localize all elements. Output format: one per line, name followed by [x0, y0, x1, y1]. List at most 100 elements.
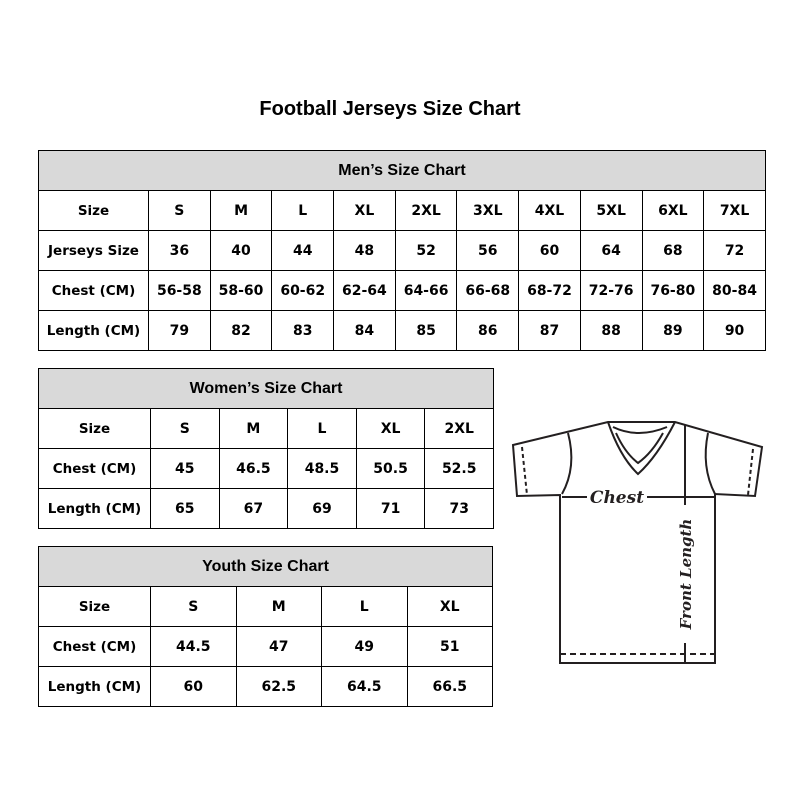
table-cell: 40 [209, 230, 273, 271]
youth-size-table: Youth Size Chart Size S M L XL Chest (CM) 44.5 4… [37, 546, 494, 707]
table-cell: L [287, 408, 357, 449]
table-cell: 66-68 [456, 270, 520, 311]
row-label: Chest (CM) [38, 626, 151, 667]
table-cell: 47 [235, 626, 322, 667]
table-cell: XL [406, 586, 494, 627]
table-cell: M [209, 190, 273, 231]
table-cell: 4XL [518, 190, 581, 231]
table-cell: 73 [424, 488, 495, 529]
table-cell: XL [333, 190, 396, 231]
table-cell: 62-64 [333, 270, 396, 311]
table-cell: 65 [150, 488, 220, 529]
page-title: Football Jerseys Size Chart [259, 98, 521, 120]
row-label: Size [38, 586, 151, 627]
table-cell: 56-58 [148, 270, 211, 311]
table-cell: 56 [456, 230, 520, 271]
table-row: Size S M L XL [38, 586, 494, 627]
table-cell: 64 [579, 230, 643, 271]
table-cell: 85 [394, 310, 458, 351]
table-cell: 62.5 [235, 666, 322, 707]
table-cell: 88 [579, 310, 643, 351]
chest-label: Chest [590, 488, 644, 508]
table-cell: 49 [321, 626, 408, 667]
jersey-outline [511, 421, 764, 664]
row-label: Length (CM) [38, 310, 149, 351]
table-cell: 52.5 [424, 448, 495, 489]
table-cell: S [150, 586, 237, 627]
table-cell: 72 [703, 230, 766, 271]
table-cell: 50.5 [355, 448, 426, 489]
table-cell: 79 [148, 310, 211, 351]
table-cell: 68-72 [518, 270, 581, 311]
table-cell: 72-76 [579, 270, 643, 311]
jersey-diagram: Chest Front Length [511, 421, 764, 664]
table-row: Length (CM) 65 67 69 71 73 [38, 488, 495, 529]
table-cell: 76-80 [641, 270, 705, 311]
table-cell: 36 [148, 230, 211, 271]
table-cell: 84 [333, 310, 396, 351]
table-cell: 45 [150, 448, 220, 489]
table-cell: 68 [641, 230, 705, 271]
table-row: Length (CM) 79 82 83 84 85 86 87 88 89 90 [38, 310, 766, 351]
table-cell: 89 [641, 310, 705, 351]
table-cell: 60 [150, 666, 237, 707]
table-cell: M [235, 586, 322, 627]
table-row: Chest (CM) 45 46.5 48.5 50.5 52.5 [38, 448, 495, 489]
row-label: Length (CM) [38, 488, 151, 529]
left-sleeve-stitch [521, 446, 528, 496]
table-cell: 44 [271, 230, 335, 271]
table-cell: 7XL [703, 190, 766, 231]
table-cell: 44.5 [150, 626, 237, 667]
right-armhole [704, 432, 716, 495]
table-cell: 2XL [394, 190, 458, 231]
table-cell: 90 [703, 310, 766, 351]
table-cell: 3XL [456, 190, 520, 231]
table-heading: Youth Size Chart [37, 546, 494, 587]
row-label: Jerseys Size [38, 230, 149, 271]
neck-outer [607, 421, 676, 476]
table-heading: Women’s Size Chart [37, 368, 495, 409]
table-cell: M [218, 408, 289, 449]
table-cell: 82 [209, 310, 273, 351]
table-cell: S [150, 408, 220, 449]
table-cell: 6XL [641, 190, 705, 231]
table-cell: 87 [518, 310, 581, 351]
table-cell: 2XL [424, 408, 495, 449]
table-cell: 51 [406, 626, 494, 667]
row-label: Size [38, 408, 151, 449]
womens-size-table: Women’s Size Chart Size S M L XL 2XL Chest (CM)… [37, 368, 495, 529]
table-row: Size S M L XL 2XL 3XL 4XL 5XL 6XL 7XL [38, 190, 766, 231]
row-label: Chest (CM) [38, 448, 151, 489]
table-cell: 67 [218, 488, 289, 529]
table-cell: 52 [394, 230, 458, 271]
table-cell: 64.5 [321, 666, 408, 707]
table-row: Length (CM) 60 62.5 64.5 66.5 [38, 666, 494, 707]
table-cell: 66.5 [406, 666, 494, 707]
table-cell: 5XL [579, 190, 643, 231]
table-row: Chest (CM) 56-58 58-60 60-62 62-64 64-66 66-68… [38, 270, 766, 311]
table-cell: XL [355, 408, 426, 449]
neck-inner [612, 426, 668, 465]
row-label: Length (CM) [38, 666, 151, 707]
table-cell: S [148, 190, 211, 231]
table-cell: 60-62 [271, 270, 335, 311]
right-sleeve-stitch [747, 448, 754, 496]
table-row: Size S M L XL 2XL [38, 408, 495, 449]
table-cell: 48 [333, 230, 396, 271]
row-label: Size [38, 190, 149, 231]
table-row: Chest (CM) 44.5 47 49 51 [38, 626, 494, 667]
table-cell: 80-84 [703, 270, 766, 311]
table-cell: L [271, 190, 335, 231]
table-heading: Men’s Size Chart [38, 150, 766, 191]
mens-size-table: Men’s Size Chart Size S M L XL 2XL 3XL 4XL 5XL 6XL… [38, 150, 766, 351]
table-cell: 60 [518, 230, 581, 271]
table-cell: 69 [287, 488, 357, 529]
table-cell: 58-60 [209, 270, 273, 311]
table-cell: 64-66 [394, 270, 458, 311]
table-cell: 71 [355, 488, 426, 529]
table-row: Jerseys Size 36 40 44 48 52 56 60 64 68 72 [38, 230, 766, 271]
row-label: Chest (CM) [38, 270, 149, 311]
table-cell: 86 [456, 310, 520, 351]
front-length-label: Front Length [677, 519, 695, 631]
table-cell: 46.5 [218, 448, 289, 489]
